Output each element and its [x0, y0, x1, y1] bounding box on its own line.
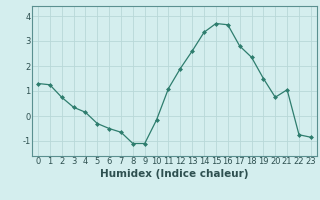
X-axis label: Humidex (Indice chaleur): Humidex (Indice chaleur) [100, 169, 249, 179]
